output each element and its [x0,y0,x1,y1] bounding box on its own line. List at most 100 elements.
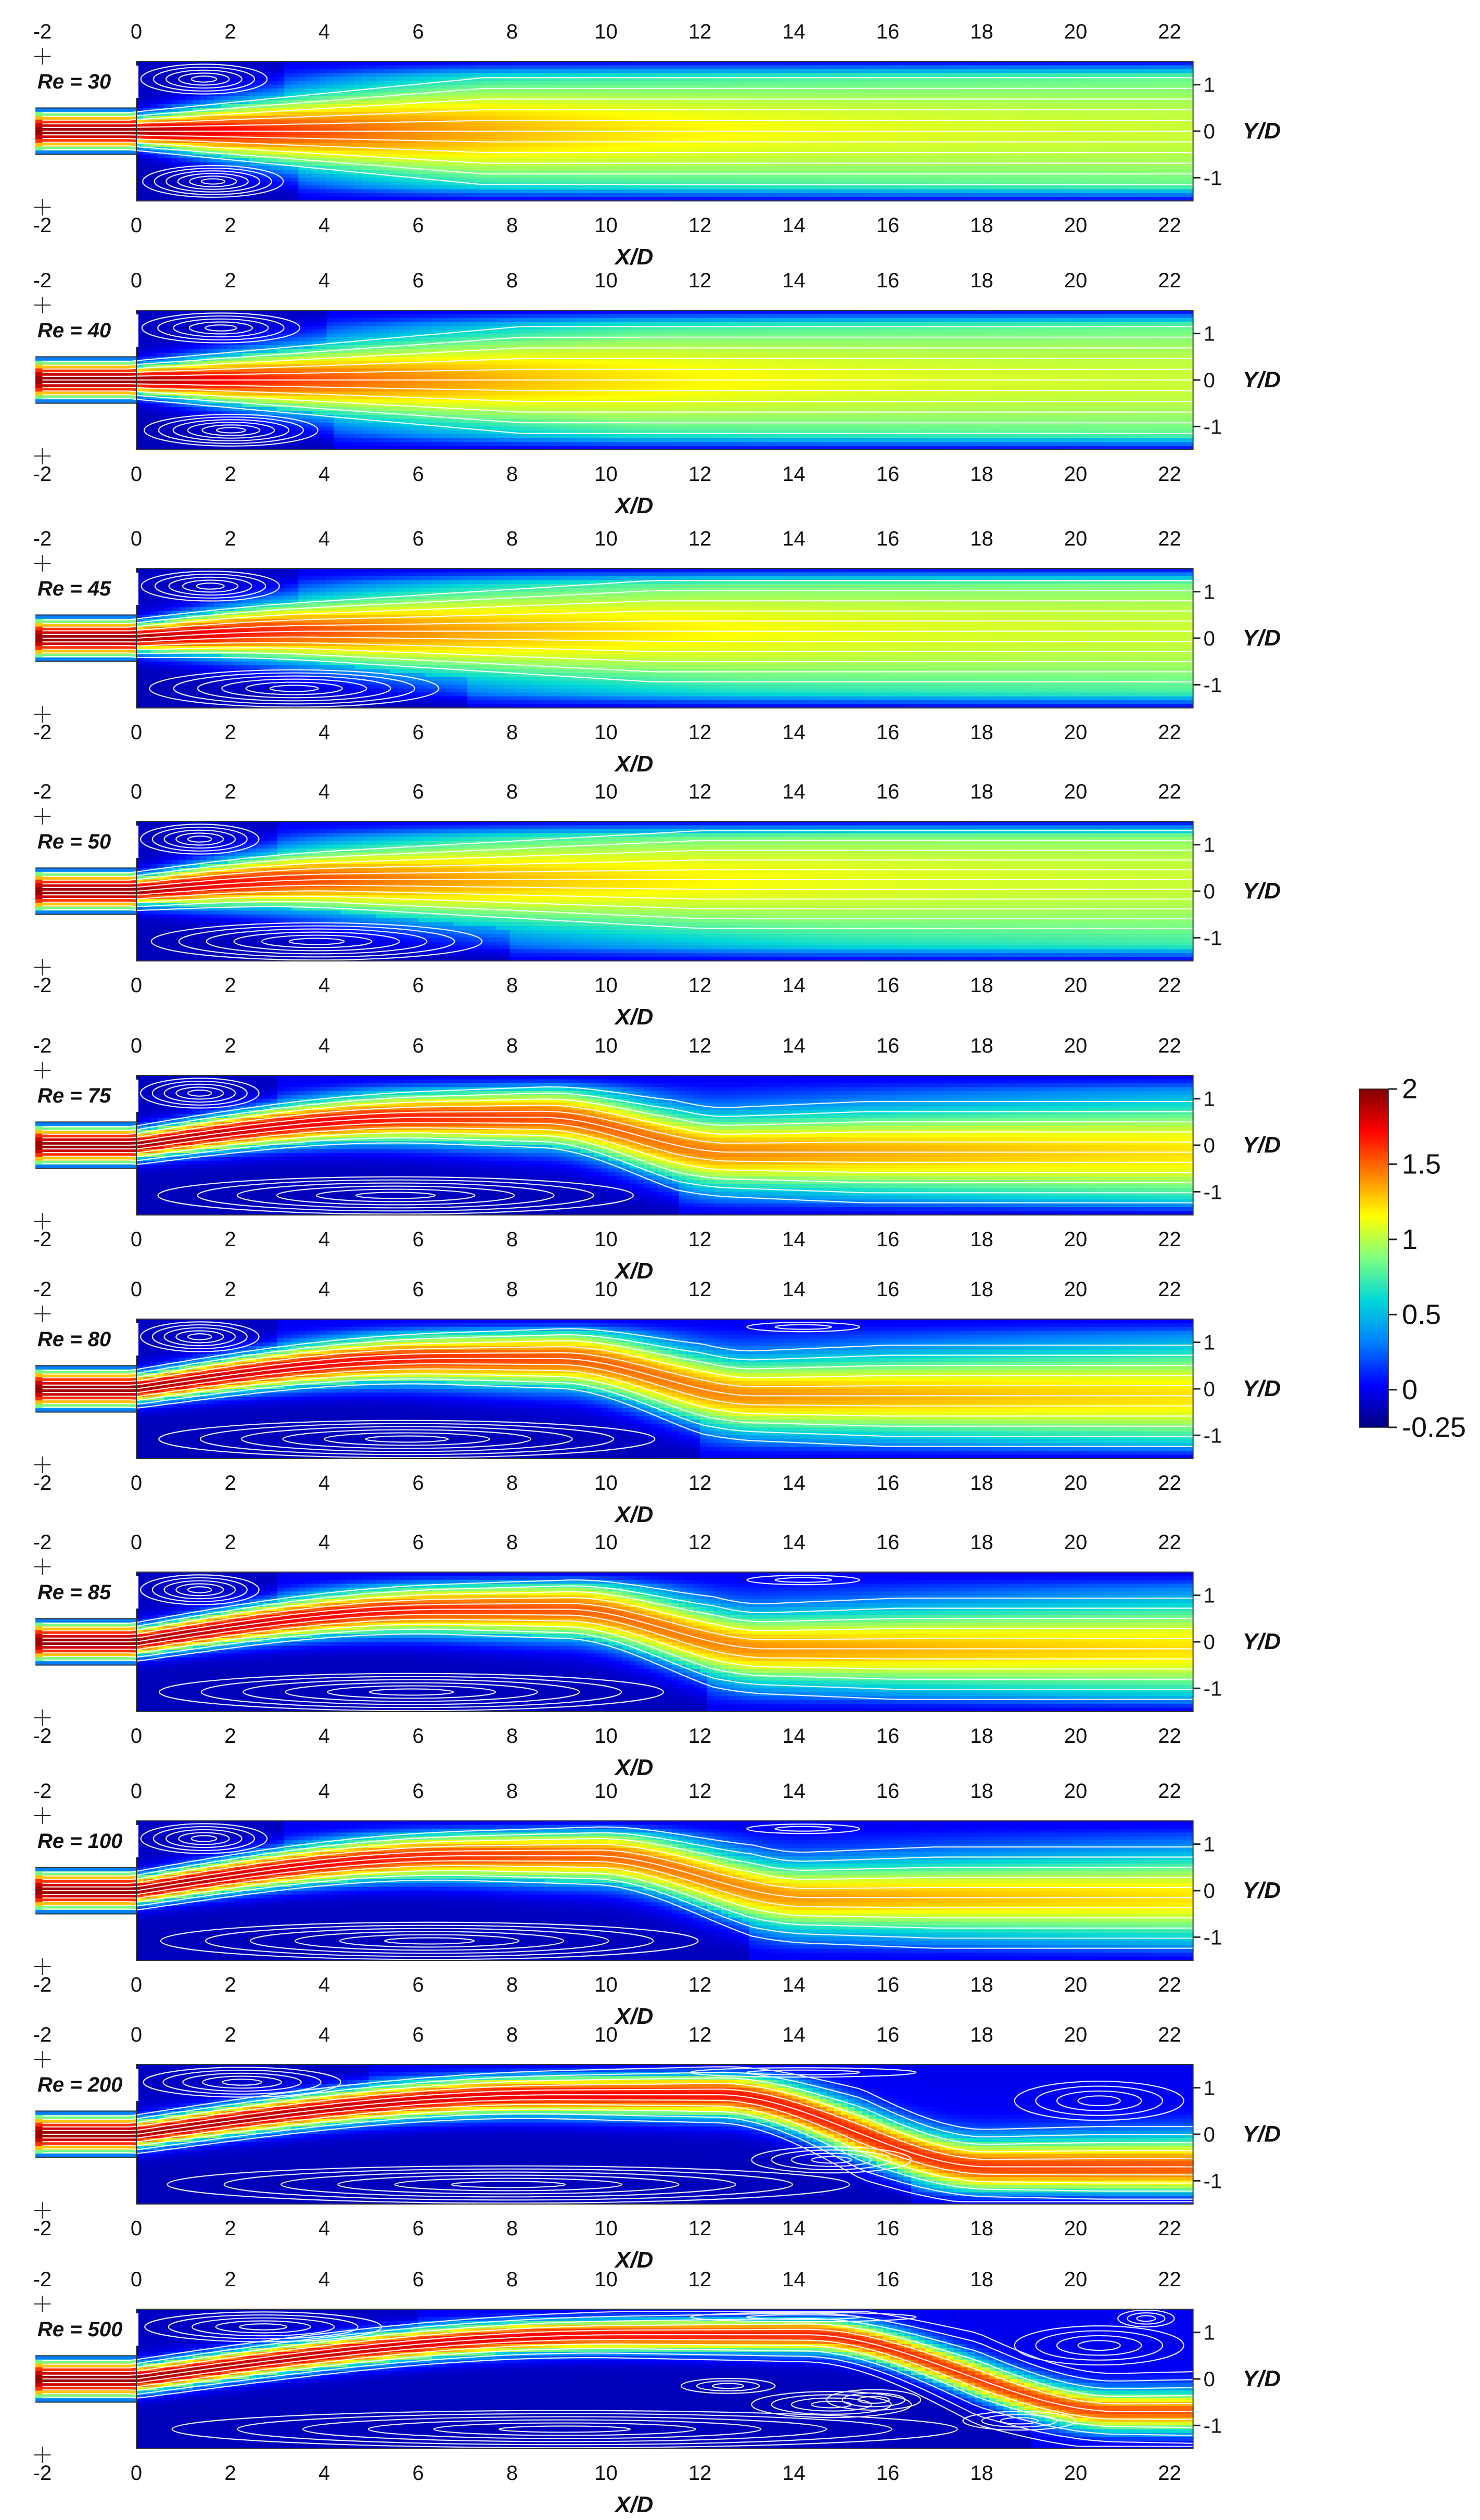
x-tick-label-top: 22 [1158,780,1181,803]
colorbar-tick-label: 1 [1402,1224,1418,1255]
x-tick-label-top: 4 [318,780,330,803]
y-tick-label: 0 [1204,1378,1215,1401]
bottom-eddy [368,1688,454,1696]
streamline [42,2343,1193,2428]
top-eddy [140,824,260,855]
x-tick-label-top: 2 [224,1531,236,1554]
x-tick-label-top: 12 [688,2268,712,2291]
x-tick-label-top: 0 [131,1780,142,1803]
x-tick-label-bottom: 4 [318,1472,330,1495]
streamline [42,901,1193,919]
top-eddy [144,2311,382,2342]
x-tick-label-top: 8 [506,1278,518,1301]
x-tick-label-top: -2 [33,1531,52,1554]
y-tick-label: 1 [1204,2077,1215,2100]
x-tick-label-bottom: -2 [33,2217,52,2240]
x-tick-label-top: -2 [33,2268,52,2291]
bottom-eddy [216,427,246,434]
panel-500: Re = 500-2-20022446688101012121414161618… [33,2268,1281,2517]
velocity-field [35,310,1193,450]
top-eddy [178,72,230,86]
colorbar-tick-label: 0 [1402,1374,1418,1405]
top-eddy [157,315,285,340]
bottom-eddy [149,669,440,708]
bottom-eddy [315,1188,476,1202]
y-tick-label: -1 [1204,1926,1222,1949]
bottom-eddy [221,678,367,699]
x-tick-label-bottom: -2 [33,721,52,744]
x-tick-label-bottom: 10 [594,1725,618,1747]
x-tick-label-bottom: 12 [688,1228,712,1251]
x-tick-label-top: -2 [33,269,52,292]
x-tick-label-top: -2 [33,2023,52,2046]
x-tick-label-top: 18 [970,527,993,550]
x-tick-label-top: 4 [318,1531,330,1554]
velocity-field [35,1075,1193,1215]
streamlines [42,1574,1193,1712]
x-tick-label-top: 14 [782,2268,806,2291]
y-axis-label: Y/D [1243,2366,1281,2391]
bottom-eddy [157,1176,634,1215]
x-tick-label-bottom: 22 [1158,1472,1181,1495]
secondary-eddy [690,2312,917,2323]
bottom-eddy [451,2181,566,2188]
streamline [42,1383,1193,1447]
top-eddy [140,1574,260,1605]
streamlines [42,2066,1193,2204]
x-tick-label-top: 20 [1064,20,1088,43]
secondary-eddy [774,1826,832,1832]
streamline [42,1849,1193,1890]
x-tick-label-top: 8 [506,527,518,550]
streamline [42,145,1193,175]
streamline [42,2099,1193,2176]
bottom-eddy [206,928,428,955]
top-eddy [151,1577,248,1602]
x-tick-label-top: 18 [970,1034,993,1057]
x-tick-label-top: 10 [594,1780,618,1803]
streamline [42,1579,1193,1624]
corner-eddy [1136,2315,1156,2322]
x-tick-label-bottom: -2 [33,1472,52,1495]
x-tick-label-top: 6 [412,527,424,550]
x-tick-label-bottom: 6 [412,1973,424,1996]
y-axis-label: Y/D [1243,2121,1281,2147]
streamlines [42,1078,1193,1215]
streamline [42,1624,1193,1680]
top-eddy [175,1330,224,1344]
x-tick-label-bottom: 4 [318,974,330,997]
mid-eddy [790,2152,872,2167]
x-tick-label-bottom: 0 [131,2217,142,2240]
re-label-box [34,2069,138,2101]
streamline [42,2083,1193,2152]
y-tick-label: 1 [1204,581,1215,604]
streamline [42,1597,1193,1635]
x-tick-label-bottom: 0 [131,463,142,486]
x-tick-label-bottom: 20 [1064,214,1088,237]
top-eddy [152,66,256,92]
bottom-eddy [200,1676,622,1708]
x-tick-label-bottom: 22 [1158,721,1181,744]
x-tick-label-top: 18 [970,1278,993,1301]
streamline [42,830,1193,873]
y-tick-label: 0 [1204,369,1215,392]
x-tick-label-bottom: 10 [594,721,618,744]
top-eddy [215,2320,311,2334]
streamline [42,1378,1193,1437]
x-tick-label-bottom: 6 [412,1725,424,1747]
x-tick-label-top: 2 [224,2268,236,2291]
bottom-eddy [160,1921,699,1960]
x-tick-label-bottom: 2 [224,214,236,237]
bottom-eddy [285,1682,538,1702]
bottom-eddy [499,2425,631,2433]
x-tick-label-bottom: 10 [594,2462,618,2485]
y-axis-label: Y/D [1243,878,1281,904]
top-eddy [182,579,239,593]
top-eddy [205,324,237,332]
x-tick-label-top: 10 [594,780,618,803]
colorbar: 2 1.5 1 0.5 0 -0.25 [1359,1073,1466,1443]
x-tick-label-bottom: 16 [876,2217,900,2240]
x-tick-label-top: 4 [318,269,330,292]
streamline [42,369,1193,377]
bottom-eddy [245,681,343,695]
streamline [42,1092,1193,1131]
